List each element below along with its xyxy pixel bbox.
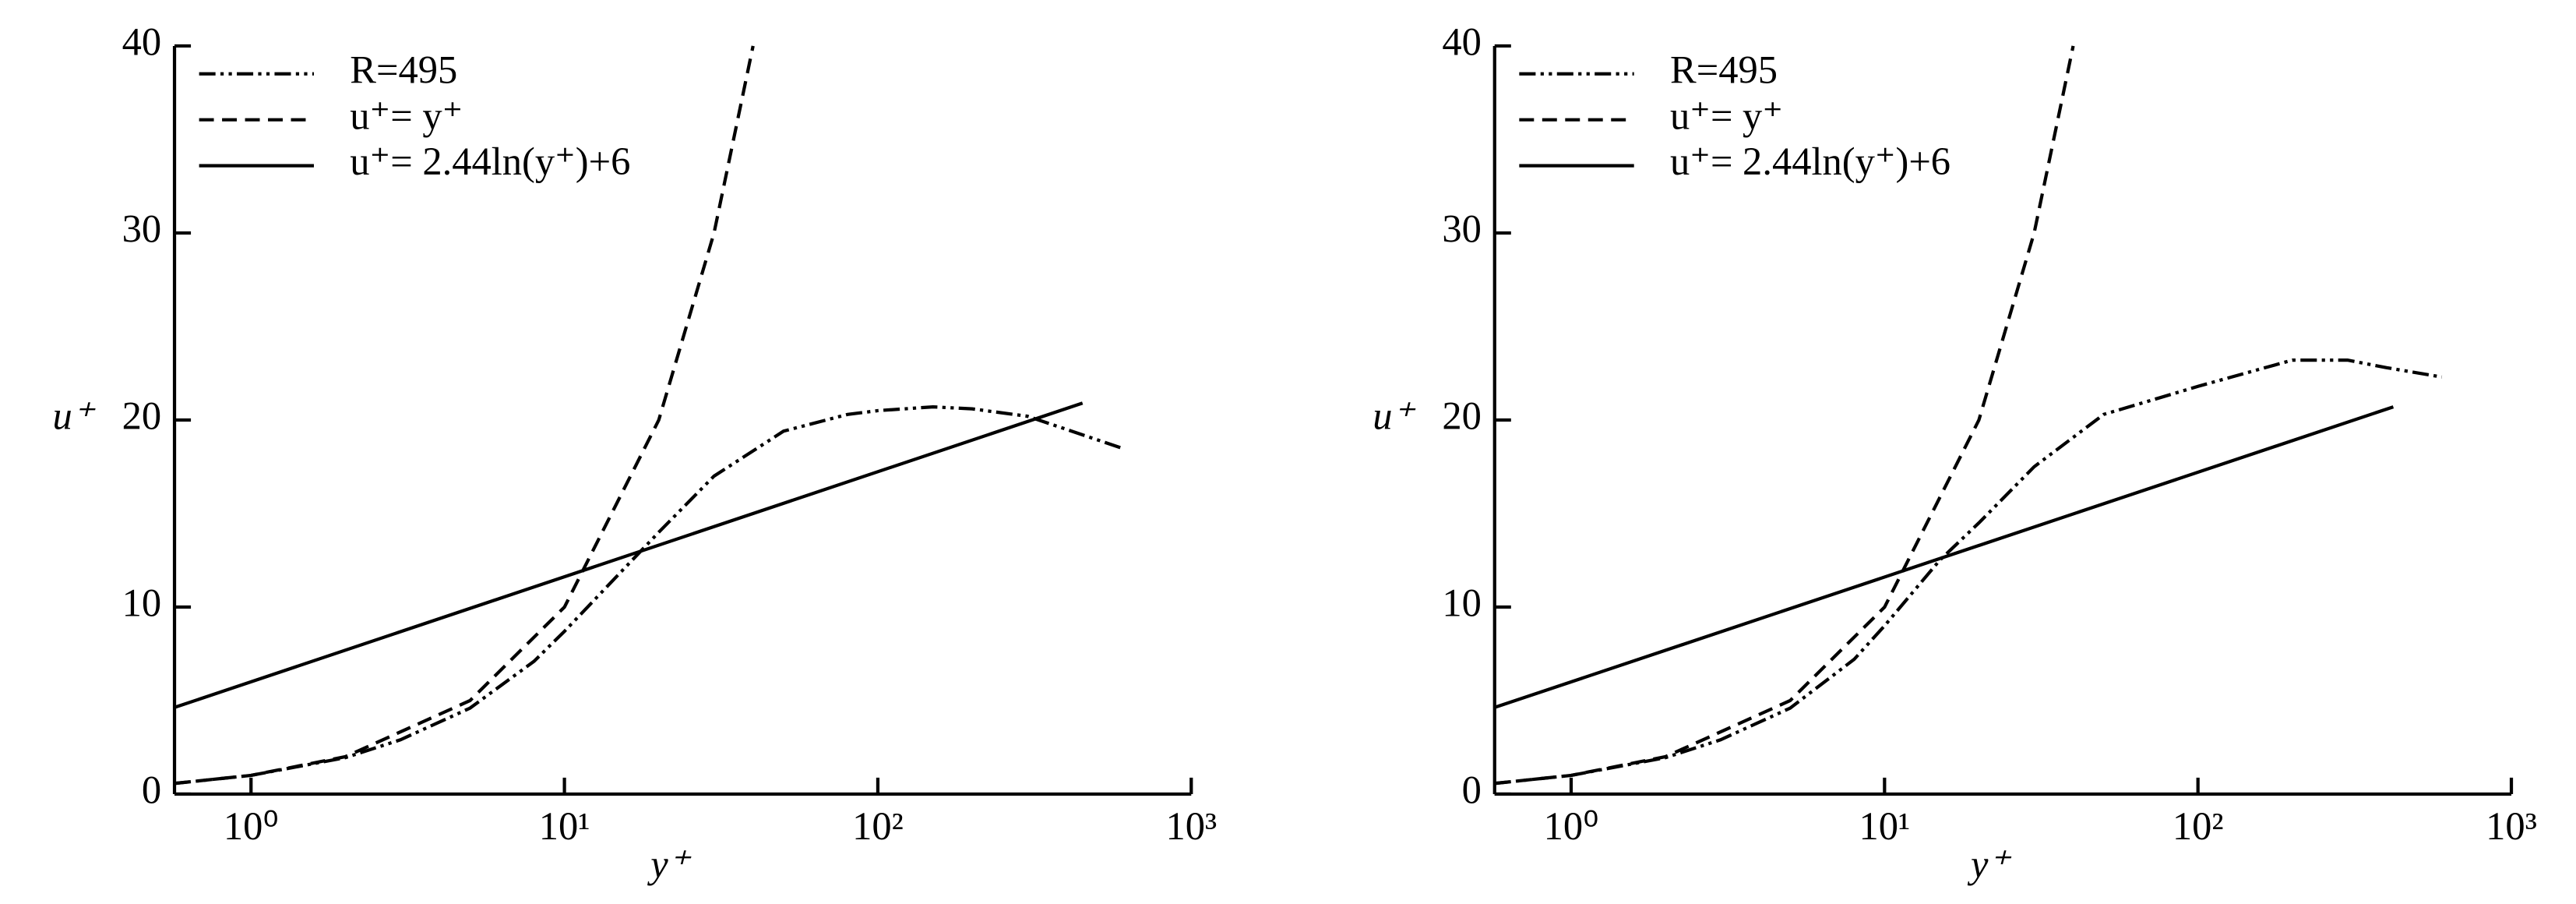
series-line — [174, 401, 1084, 709]
series-line — [174, 404, 1122, 786]
y-tick-label: 10 — [1442, 581, 1482, 625]
y-tick-label: 30 — [1442, 207, 1482, 251]
y-tick-label: 40 — [1442, 20, 1482, 64]
x-tick-label: 10² — [852, 804, 904, 848]
x-axis-label: y⁺ — [1967, 842, 2011, 885]
y-tick-label: 0 — [142, 768, 161, 812]
x-tick-label: 10³ — [1165, 804, 1217, 848]
series-line — [1494, 45, 2075, 786]
legend-label: u⁺= 2.44ln(y⁺)+6 — [350, 139, 630, 183]
y-axis-label: u⁺ — [1373, 394, 1415, 438]
legend-label: u⁺= y⁺ — [350, 94, 463, 137]
x-tick-label: 10¹ — [539, 804, 590, 848]
y-axis-label: u⁺ — [53, 394, 96, 438]
y-tick-label: 20 — [122, 394, 162, 438]
x-tick-label: 10² — [2173, 804, 2224, 848]
legend-label: R=495 — [1670, 48, 1778, 91]
y-tick-label: 20 — [1442, 394, 1482, 438]
legend-label: R=495 — [350, 48, 457, 91]
x-tick-label: 10⁰ — [1544, 804, 1599, 848]
y-tick-label: 30 — [122, 207, 162, 251]
x-tick-label: 10⁰ — [224, 804, 279, 848]
y-tick-label: 0 — [1462, 768, 1482, 812]
y-tick-label: 40 — [122, 20, 162, 64]
series-line — [1494, 405, 2395, 709]
legend-label: u⁺= 2.44ln(y⁺)+6 — [1670, 139, 1951, 183]
legend-label: u⁺= y⁺ — [1670, 94, 1783, 137]
y-tick-label: 10 — [122, 581, 162, 625]
x-tick-label: 10³ — [2486, 804, 2537, 848]
x-tick-label: 10¹ — [1859, 804, 1910, 848]
series-line — [1494, 358, 2443, 786]
series-line — [174, 45, 755, 786]
x-axis-label: y⁺ — [647, 842, 691, 885]
